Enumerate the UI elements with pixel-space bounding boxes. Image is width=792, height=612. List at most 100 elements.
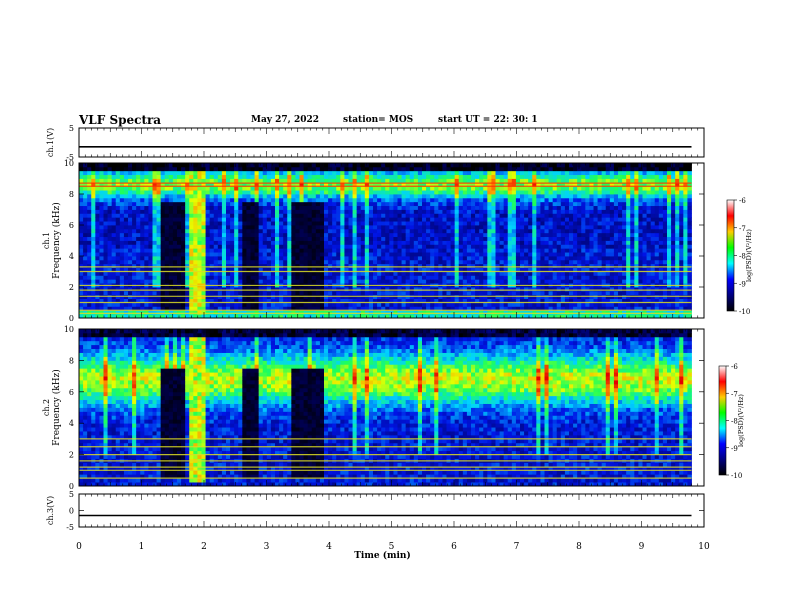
spectrogram-cell	[83, 287, 88, 292]
spectrogram-cell	[520, 287, 525, 292]
spectrogram-cell	[295, 298, 300, 303]
spectrogram-cell	[311, 306, 317, 311]
spectrogram-cell	[360, 259, 366, 265]
spectrogram-cell	[556, 271, 562, 276]
spectrogram-cell	[250, 267, 255, 272]
spectrogram-cell	[536, 271, 541, 276]
spectrogram-cell	[254, 248, 260, 253]
spectrogram-cell	[344, 197, 349, 203]
spectrogram-cell	[307, 166, 313, 172]
spectrogram-cell	[356, 256, 362, 261]
spectrogram-cell	[213, 302, 219, 307]
spectrogram-cell	[356, 279, 362, 284]
spectrogram-cell	[332, 190, 337, 195]
spectrogram-cell	[226, 197, 231, 203]
spectrogram-cell	[213, 271, 219, 276]
spectrogram-cell	[454, 279, 460, 284]
spectrogram-cell	[99, 166, 104, 172]
spectrogram-cell	[442, 228, 447, 234]
spectrogram-cell	[385, 213, 390, 218]
spectrogram-cell	[409, 244, 415, 249]
spectrogram-cell	[491, 236, 496, 241]
spectrogram-cell	[377, 271, 382, 276]
spectrogram-cell	[409, 256, 415, 261]
spectrogram-cell	[287, 314, 292, 319]
spectrogram-cell	[217, 290, 223, 296]
spectrogram-cell	[152, 178, 157, 183]
spectrogram-cell	[446, 256, 451, 261]
spectrogram-cell	[221, 163, 227, 168]
spectrogram-cell	[442, 263, 447, 269]
spectrogram-cell	[528, 236, 533, 241]
spectrogram-cell	[507, 279, 513, 284]
spectrogram-cell	[299, 248, 304, 253]
spectrogram-cell	[123, 228, 129, 234]
spectrogram-cell	[111, 209, 117, 214]
spectrogram-cell	[373, 314, 378, 319]
spectrogram-cell	[136, 256, 141, 261]
spectrogram-cell	[221, 314, 227, 319]
spectrogram-cell	[275, 259, 280, 265]
spectrogram-cell	[422, 201, 427, 207]
spectrogram-cell	[83, 197, 88, 203]
spectrogram-cell	[491, 290, 496, 296]
spectrogram-cell	[556, 225, 562, 230]
spectrogram-cell	[103, 287, 108, 292]
spectrogram-cell	[401, 279, 407, 284]
spectrogram-cell	[324, 259, 329, 265]
spectrogram-cell	[95, 263, 100, 269]
spectrogram-cell	[368, 228, 374, 234]
spectrogram-cell	[303, 182, 309, 187]
spectrogram-cell	[409, 314, 415, 319]
spectrogram-cell	[324, 302, 329, 307]
spectrogram-cell	[307, 186, 313, 191]
spectrogram-cell	[462, 232, 468, 238]
spectrogram-cell	[511, 166, 517, 172]
spectrogram-cell	[279, 306, 284, 311]
spectrogram-cell	[564, 225, 570, 230]
spectrogram-cell	[438, 232, 443, 238]
spectrogram-cell	[111, 298, 117, 303]
spectrogram-cell	[262, 248, 268, 253]
spectrogram-cell	[230, 170, 235, 176]
spectrogram-cell	[242, 166, 247, 172]
spectrogram-cell	[103, 232, 108, 238]
spectrogram-cell	[262, 275, 268, 280]
spectrogram-cell	[132, 302, 137, 307]
spectrogram-cell	[356, 170, 362, 176]
spectrogram-cell	[291, 240, 296, 245]
spectrogram-cell	[242, 232, 247, 238]
spectrogram-cell	[499, 240, 505, 245]
spectrogram-cell	[262, 217, 268, 222]
spectrogram-cell	[462, 190, 468, 195]
spectrogram-cell	[430, 209, 435, 214]
spectrogram-cell	[503, 236, 509, 241]
spectrogram-cell	[266, 314, 272, 319]
spectrogram-cell	[324, 201, 329, 207]
spectrogram-cell	[499, 225, 505, 230]
spectrogram-cell	[328, 201, 333, 207]
spectrogram-cell	[511, 244, 517, 249]
spectrogram-cell	[258, 290, 264, 296]
spectrogram-cell	[389, 256, 394, 261]
start-ut-label: start UT = 22: 30: 1	[438, 115, 538, 125]
spectrogram-cell	[185, 201, 190, 207]
spectrogram-cell	[111, 217, 117, 222]
spectrogram-cell	[238, 186, 243, 191]
spectrogram-cell	[556, 209, 562, 214]
spectrogram-cell	[324, 236, 329, 241]
spectrogram-cell	[340, 178, 345, 183]
spectrogram-cell	[217, 209, 223, 214]
spectrogram-cell	[434, 163, 439, 168]
spectrogram-cell	[291, 236, 296, 241]
spectrogram-cell	[368, 271, 374, 276]
spectrogram-cell	[471, 306, 476, 311]
spectrogram-cell	[344, 302, 349, 307]
spectrogram-cell	[352, 170, 358, 176]
spectrogram-cell	[299, 213, 304, 218]
spectrogram-cell	[319, 228, 325, 234]
spectrogram-cell	[397, 166, 402, 172]
spectrogram-cell	[246, 209, 251, 214]
spectrogram-cell	[548, 298, 554, 303]
spectrogram-cell	[442, 279, 447, 284]
